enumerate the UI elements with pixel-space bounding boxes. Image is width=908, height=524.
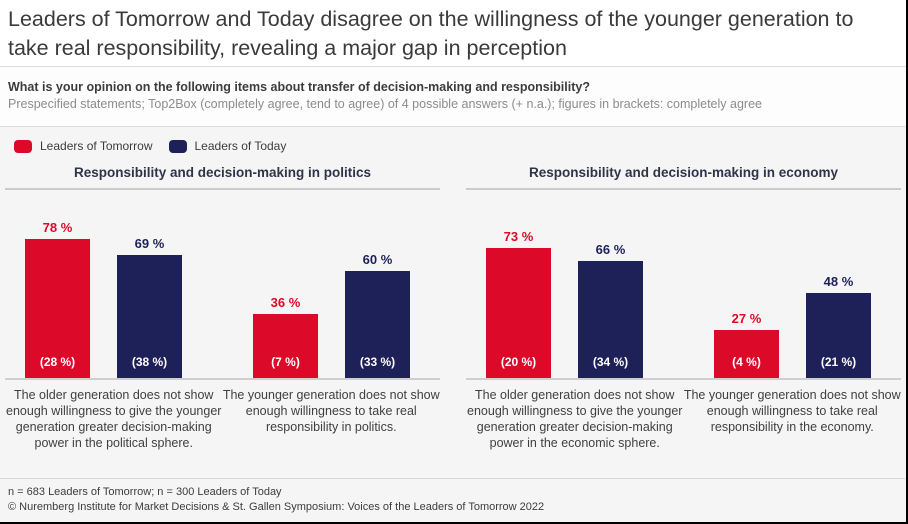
question-band: What is your opinion on the following it… [0,67,906,127]
bar-value-label: 36 % [270,294,301,310]
bar-today: (21 %) [806,292,871,378]
bar-tomorrow: (4 %) [714,329,779,378]
legend-swatch-tomorrow [14,139,32,153]
bar-bracket-label: (21 %) [820,355,857,369]
bar-cell-tomorrow: 27 % (4 %) [714,311,779,378]
legend-label-tomorrow: Leaders of Tomorrow [40,139,153,153]
bar-today: (33 %) [345,271,410,378]
legend-item-today: Leaders of Today [168,139,287,153]
chart-area: Leaders of Tomorrow Leaders of Today Res… [0,127,906,522]
footer: n = 683 Leaders of Tomorrow; n = 300 Lea… [0,478,906,522]
section-politics: Responsibility and decision-making in po… [5,163,440,451]
bar-value-label: 73 % [503,229,534,245]
bar-group: 73 % (20 %) 66 % (34 %) [486,229,643,378]
bar-cell-today: 48 % (21 %) [806,274,871,378]
section-rule [466,188,901,190]
bar-value-label: 27 % [731,310,762,326]
bar-value-label: 66 % [595,241,626,257]
statement-label: The older generation does not show enoug… [467,388,683,450]
bar-cell-tomorrow: 78 % (28 %) [25,220,90,378]
bar-bracket-label: (4 %) [732,355,761,369]
bar-tomorrow: (7 %) [253,313,318,378]
bar-tomorrow: (28 %) [25,239,90,378]
page-title: Leaders of Tomorrow and Today disagree o… [8,7,854,60]
survey-method-note: Prespecified statements; Top2Box (comple… [8,97,762,111]
bar-tomorrow: (20 %) [486,248,551,378]
axis-baseline [466,378,901,380]
bar-today: (34 %) [578,260,643,378]
statements-row: The older generation does not show enoug… [5,380,440,451]
bar-bracket-label: (7 %) [271,355,300,369]
statement-label: The younger generation does not show eno… [683,388,901,434]
bar-value-label: 60 % [362,252,393,268]
bars-row-politics: 78 % (28 %) 69 % (38 %) [5,190,440,378]
bar-cell-today: 69 % (38 %) [117,236,182,378]
bar-cell-today: 60 % (33 %) [345,252,410,378]
bar-today: (38 %) [117,255,182,378]
copyright-note: © Nuremberg Institute for Market Decisio… [8,500,545,513]
bar-bracket-label: (34 %) [592,355,629,369]
bar-cell-tomorrow: 73 % (20 %) [486,229,551,378]
statements-row: The older generation does not show enoug… [466,380,901,451]
title-band: Leaders of Tomorrow and Today disagree o… [0,0,906,67]
section-title-economy: Responsibility and decision-making in ec… [528,165,839,180]
axis-baseline [5,378,440,380]
section-economy: Responsibility and decision-making in ec… [466,163,901,451]
legend-item-tomorrow: Leaders of Tomorrow [14,139,153,153]
bar-bracket-label: (38 %) [131,355,168,369]
section-title-politics: Responsibility and decision-making in po… [73,165,372,180]
statement-label: The younger generation does not show eno… [222,388,440,434]
bar-bracket-label: (20 %) [500,355,537,369]
survey-question: What is your opinion on the following it… [8,80,590,94]
bar-value-label: 69 % [134,236,165,252]
legend-swatch-today [168,139,187,153]
bar-bracket-label: (28 %) [39,355,76,369]
bar-cell-tomorrow: 36 % (7 %) [253,295,318,378]
bars-row-economy: 73 % (20 %) 66 % (34 %) [466,190,901,378]
bar-group: 78 % (28 %) 69 % (38 %) [25,220,182,378]
bar-value-label: 78 % [42,220,73,236]
bar-cell-today: 66 % (34 %) [578,241,643,378]
chart-legend: Leaders of Tomorrow Leaders of Today [0,127,906,155]
sample-size-note: n = 683 Leaders of Tomorrow; n = 300 Lea… [8,486,282,498]
statement-label: The older generation does not show enoug… [6,388,222,450]
legend-label-today: Leaders of Today [194,139,287,153]
bar-group: 36 % (7 %) 60 % (33 %) [253,252,410,378]
bar-bracket-label: (33 %) [359,355,396,369]
section-rule [5,188,440,190]
bar-group: 27 % (4 %) 48 % (21 %) [714,274,871,378]
bar-value-label: 48 % [823,273,854,289]
chart-sections: Responsibility and decision-making in po… [0,155,906,451]
